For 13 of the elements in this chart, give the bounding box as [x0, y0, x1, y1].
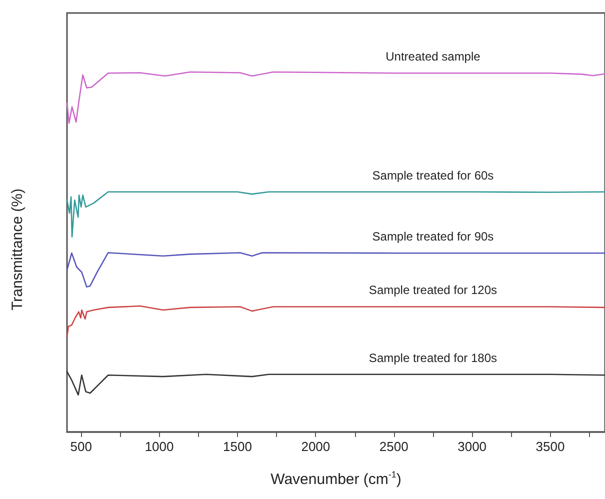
x-tick-label: 1000: [144, 439, 174, 454]
x-tick-label: 3500: [536, 439, 565, 454]
x-tick-label: 500: [70, 439, 92, 454]
series-label: Sample treated for 120s: [368, 283, 498, 298]
y-axis-title: Transmittance (%): [9, 188, 26, 310]
series-label: Untreated sample: [386, 50, 481, 64]
series-label: Sample treated for 90s: [372, 230, 494, 244]
x-tick-label: 3000: [458, 439, 487, 454]
x-tick-label: 2000: [301, 439, 330, 454]
x-tick-label: 2500: [379, 439, 408, 454]
x-tick-label: 1500: [223, 439, 252, 454]
series-label: Sample treated for 180s: [368, 350, 498, 365]
series-label: Sample treated for 60s: [372, 168, 494, 182]
